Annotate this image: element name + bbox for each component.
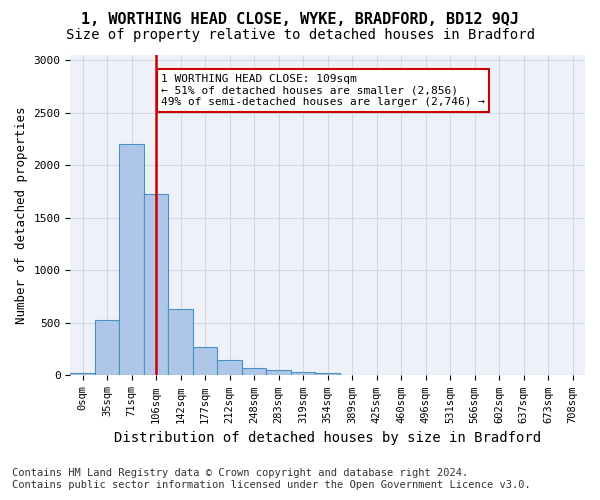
- Y-axis label: Number of detached properties: Number of detached properties: [15, 106, 28, 324]
- Bar: [316, 373, 340, 376]
- Bar: [95, 320, 119, 376]
- Text: Contains HM Land Registry data © Crown copyright and database right 2024.
Contai: Contains HM Land Registry data © Crown c…: [12, 468, 531, 490]
- Bar: [193, 347, 217, 376]
- Bar: [242, 368, 266, 376]
- Text: Size of property relative to detached houses in Bradford: Size of property relative to detached ho…: [65, 28, 535, 42]
- Bar: [70, 373, 95, 376]
- Bar: [291, 372, 316, 376]
- Bar: [169, 308, 193, 376]
- Text: 1 WORTHING HEAD CLOSE: 109sqm
← 51% of detached houses are smaller (2,856)
49% o: 1 WORTHING HEAD CLOSE: 109sqm ← 51% of d…: [161, 74, 485, 107]
- Bar: [144, 194, 169, 376]
- Bar: [217, 360, 242, 376]
- Bar: [266, 370, 291, 376]
- Bar: [119, 144, 144, 376]
- X-axis label: Distribution of detached houses by size in Bradford: Distribution of detached houses by size …: [114, 431, 541, 445]
- Text: 1, WORTHING HEAD CLOSE, WYKE, BRADFORD, BD12 9QJ: 1, WORTHING HEAD CLOSE, WYKE, BRADFORD, …: [81, 12, 519, 28]
